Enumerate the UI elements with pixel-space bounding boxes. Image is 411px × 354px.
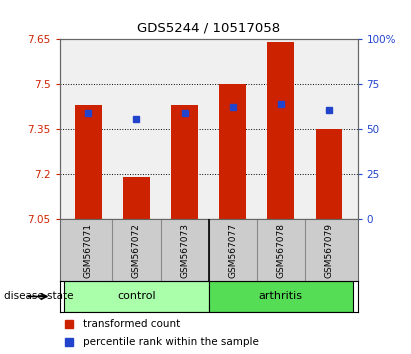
Bar — [219, 84, 246, 219]
Text: GSM567071: GSM567071 — [84, 223, 93, 278]
Bar — [75, 105, 102, 219]
Text: transformed count: transformed count — [83, 319, 181, 329]
Text: disease state: disease state — [4, 291, 74, 302]
Bar — [316, 129, 342, 219]
Text: control: control — [117, 291, 156, 302]
Title: GDS5244 / 10517058: GDS5244 / 10517058 — [137, 22, 280, 35]
Text: GSM567073: GSM567073 — [180, 223, 189, 278]
Text: arthritis: arthritis — [259, 291, 302, 302]
Bar — [209, 281, 353, 312]
Text: GSM567072: GSM567072 — [132, 223, 141, 278]
Bar — [171, 105, 198, 219]
Bar — [268, 42, 294, 219]
Text: GSM567078: GSM567078 — [276, 223, 285, 278]
Bar — [123, 177, 150, 219]
Text: percentile rank within the sample: percentile rank within the sample — [83, 337, 259, 347]
Text: GSM567077: GSM567077 — [228, 223, 237, 278]
Text: GSM567079: GSM567079 — [324, 223, 333, 278]
Bar — [65, 281, 209, 312]
